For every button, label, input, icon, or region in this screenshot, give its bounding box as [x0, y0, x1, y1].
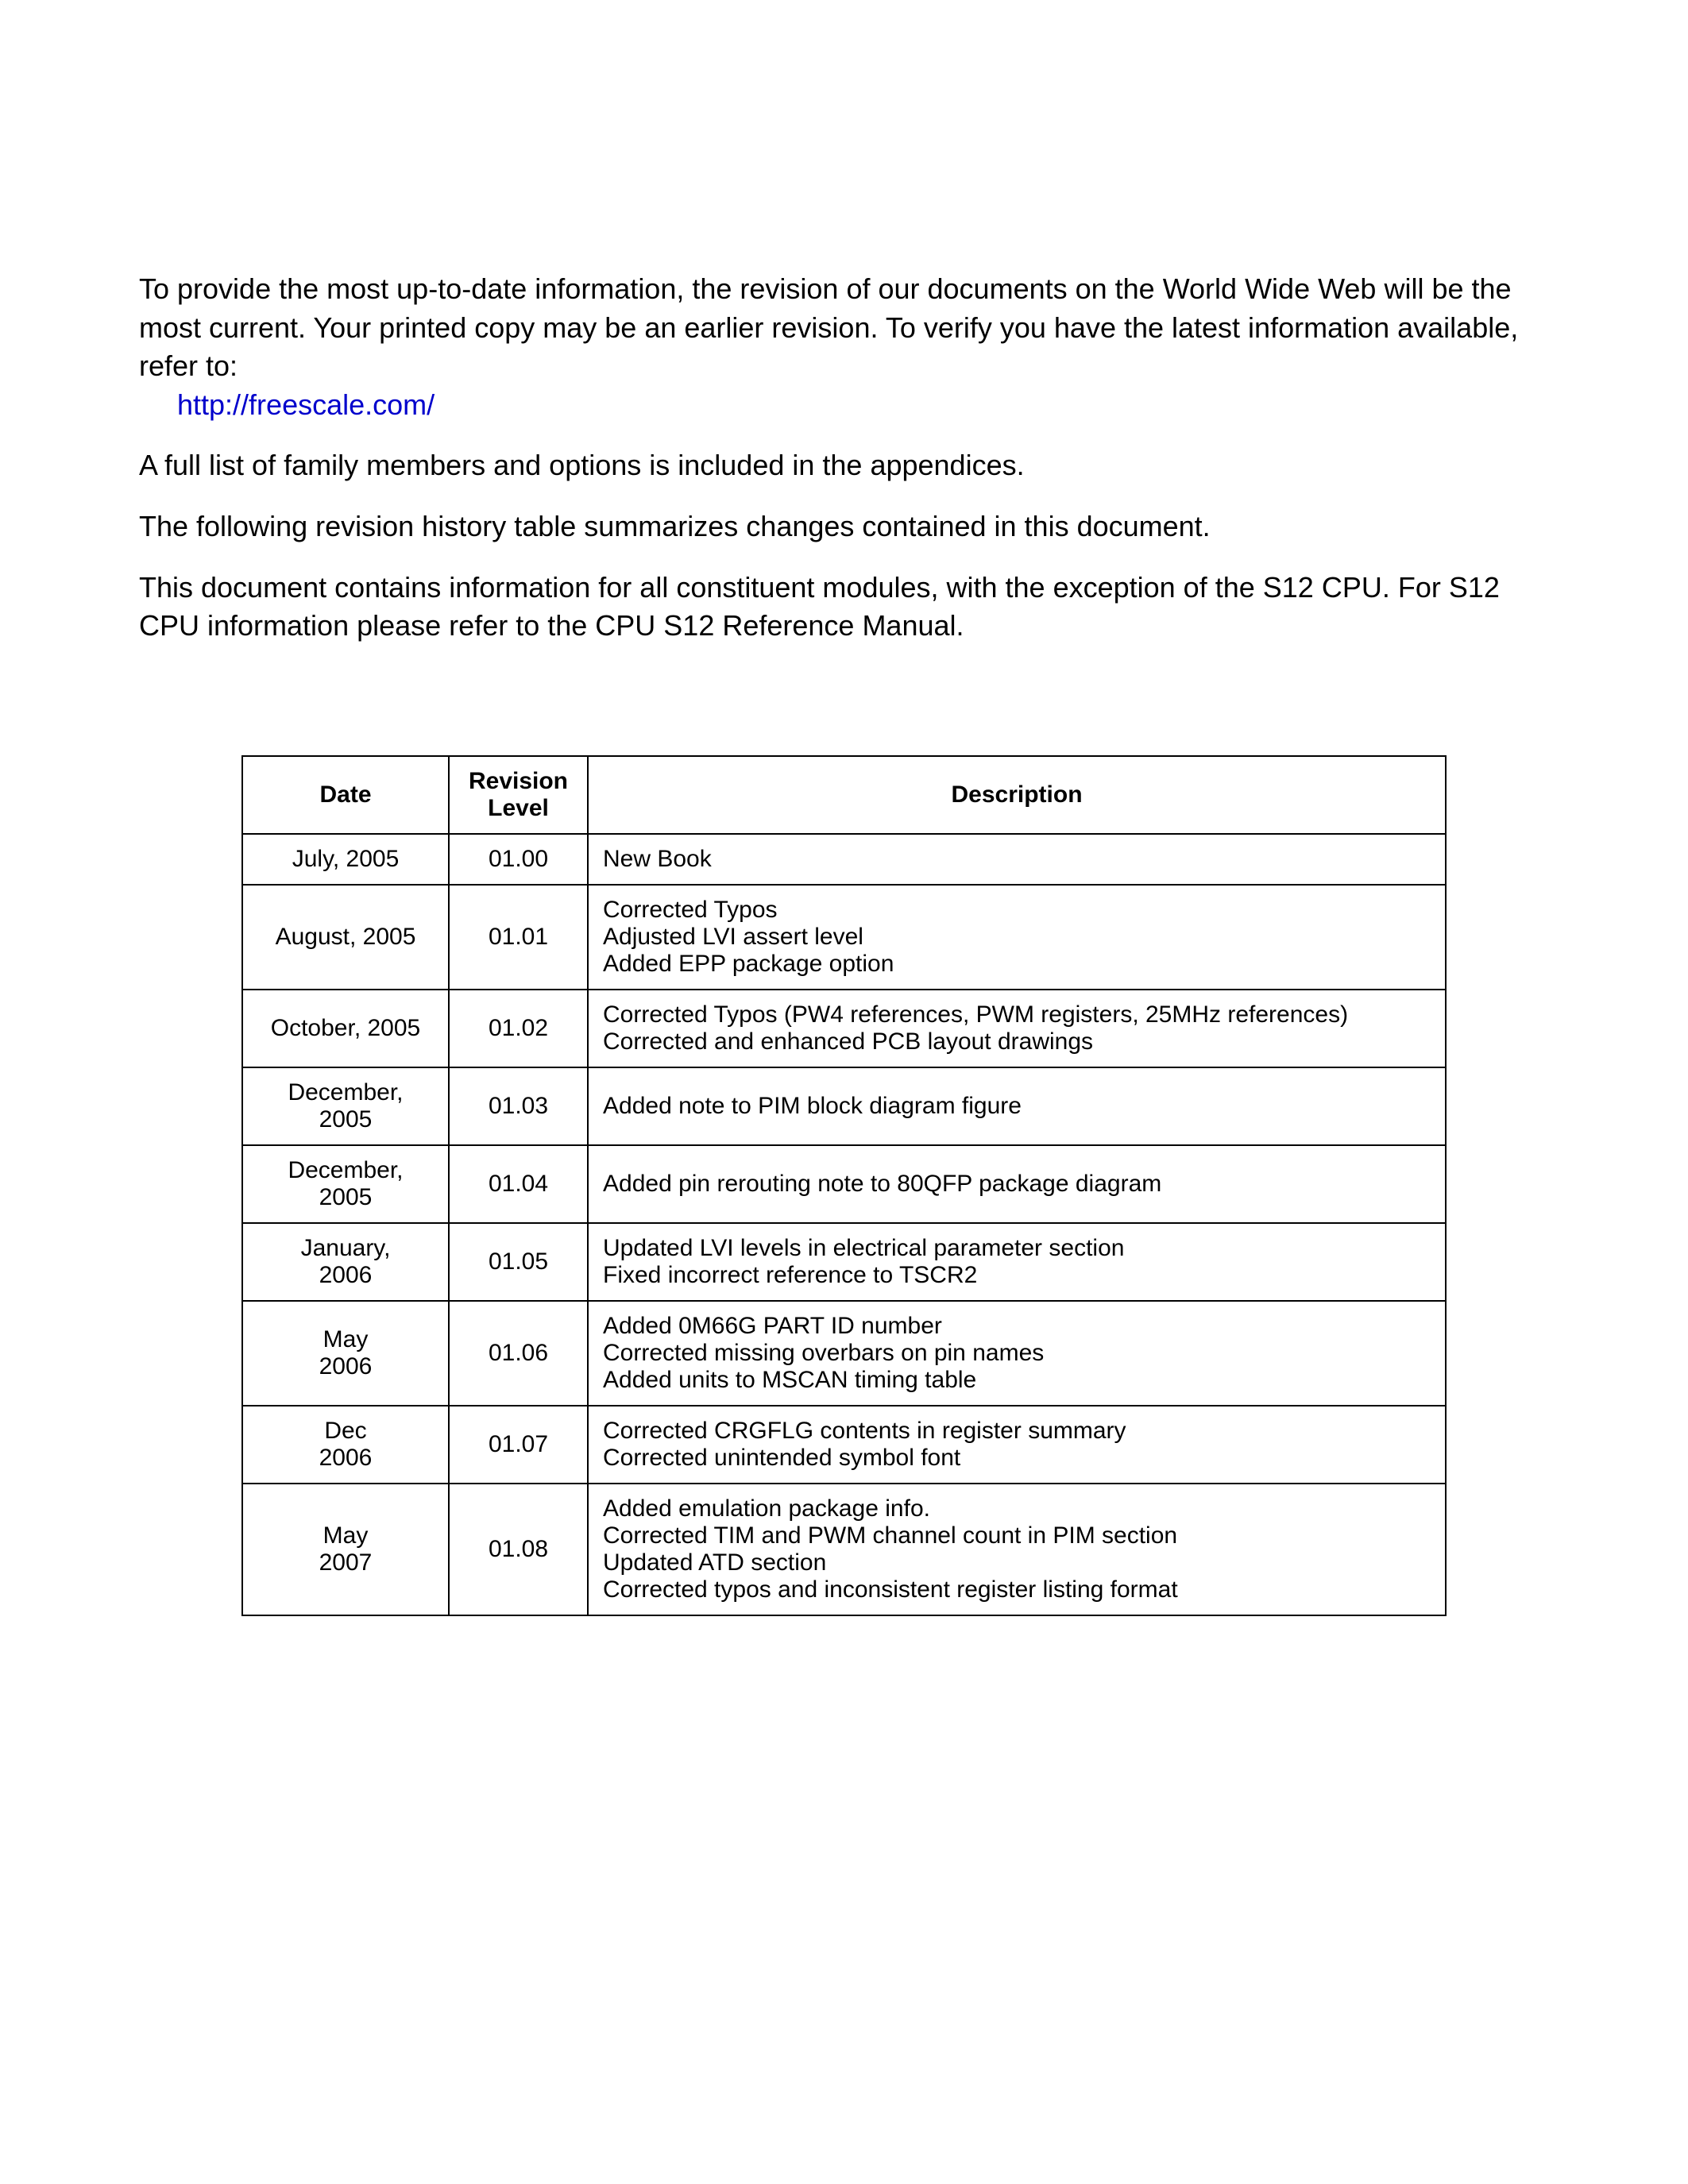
intro-paragraph-4: This document contains information for a…: [139, 569, 1549, 646]
cell-revision: 01.00: [449, 834, 588, 885]
cell-description: Corrected Typos (PW4 references, PWM reg…: [588, 990, 1446, 1067]
cell-description: Corrected TyposAdjusted LVI assert level…: [588, 885, 1446, 990]
col-header-date: Date: [242, 756, 449, 834]
cell-revision: 01.06: [449, 1301, 588, 1406]
cell-revision: 01.04: [449, 1145, 588, 1223]
cell-date: August, 2005: [242, 885, 449, 990]
table-row: October, 200501.02Corrected Typos (PW4 r…: [242, 990, 1446, 1067]
cell-revision: 01.03: [449, 1067, 588, 1145]
intro-paragraph-1: To provide the most up-to-date informati…: [139, 270, 1549, 424]
table-row: December,200501.03Added note to PIM bloc…: [242, 1067, 1446, 1145]
table-row: January,200601.05Updated LVI levels in e…: [242, 1223, 1446, 1301]
cell-description: Updated LVI levels in electrical paramet…: [588, 1223, 1446, 1301]
cell-date: December,2005: [242, 1145, 449, 1223]
cell-revision: 01.07: [449, 1406, 588, 1484]
col-header-description: Description: [588, 756, 1446, 834]
cell-description: Added note to PIM block diagram figure: [588, 1067, 1446, 1145]
cell-date: October, 2005: [242, 990, 449, 1067]
spacer: [139, 668, 1549, 755]
table-row: July, 200501.00New Book: [242, 834, 1446, 885]
table-row: December,200501.04Added pin rerouting no…: [242, 1145, 1446, 1223]
table-row: Dec200601.07Corrected CRGFLG contents in…: [242, 1406, 1446, 1484]
cell-date: May2006: [242, 1301, 449, 1406]
cell-revision: 01.01: [449, 885, 588, 990]
cell-description: Added 0M66G PART ID numberCorrected miss…: [588, 1301, 1446, 1406]
cell-revision: 01.05: [449, 1223, 588, 1301]
col-header-revision: RevisionLevel: [449, 756, 588, 834]
revision-history-table: Date RevisionLevel Description July, 200…: [241, 755, 1447, 1616]
cell-revision: 01.02: [449, 990, 588, 1067]
intro-text-1: To provide the most up-to-date informati…: [139, 272, 1518, 382]
cell-description: Added pin rerouting note to 80QFP packag…: [588, 1145, 1446, 1223]
cell-description: New Book: [588, 834, 1446, 885]
table-row: May200601.06Added 0M66G PART ID numberCo…: [242, 1301, 1446, 1406]
cell-description: Corrected CRGFLG contents in register su…: [588, 1406, 1446, 1484]
cell-date: December,2005: [242, 1067, 449, 1145]
cell-description: Added emulation package info.Corrected T…: [588, 1484, 1446, 1615]
intro-paragraph-3: The following revision history table sum…: [139, 507, 1549, 546]
cell-date: January,2006: [242, 1223, 449, 1301]
cell-revision: 01.08: [449, 1484, 588, 1615]
col-header-revision-text: RevisionLevel: [469, 768, 568, 821]
cell-date: Dec2006: [242, 1406, 449, 1484]
cell-date: May2007: [242, 1484, 449, 1615]
table-body: July, 200501.00New BookAugust, 200501.01…: [242, 834, 1446, 1615]
table-header-row: Date RevisionLevel Description: [242, 756, 1446, 834]
cell-date: July, 2005: [242, 834, 449, 885]
intro-paragraph-2: A full list of family members and option…: [139, 446, 1549, 485]
table-row: May200701.08Added emulation package info…: [242, 1484, 1446, 1615]
freescale-link[interactable]: http://freescale.com/: [139, 386, 435, 425]
table-row: August, 200501.01Corrected TyposAdjusted…: [242, 885, 1446, 990]
